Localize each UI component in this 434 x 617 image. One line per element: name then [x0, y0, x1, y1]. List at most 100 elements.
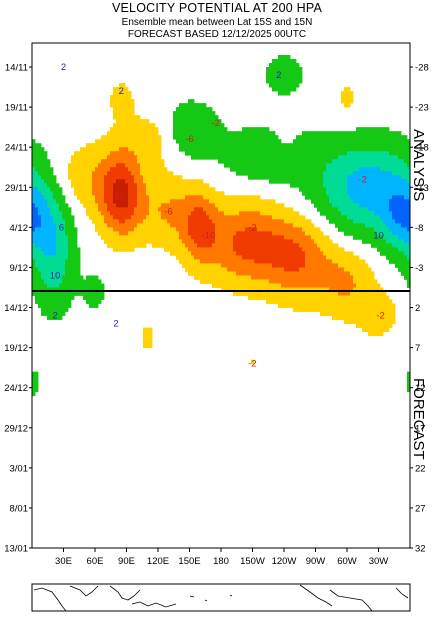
field-cell	[248, 175, 324, 180]
y-tick-label-day: 7	[415, 343, 420, 354]
field-cell	[173, 123, 225, 128]
field-cell	[56, 227, 66, 232]
field-cell	[32, 235, 57, 240]
field-cell	[407, 255, 410, 260]
field-cell	[185, 243, 198, 248]
field-cell	[266, 75, 303, 80]
field-cell	[338, 207, 369, 212]
field-cell	[32, 227, 36, 232]
field-cell	[137, 159, 165, 164]
field-cell	[179, 259, 201, 264]
field-cell	[74, 191, 93, 196]
field-cell	[242, 255, 306, 260]
field-cell	[266, 67, 303, 72]
field-cell	[62, 211, 72, 216]
field-cell	[110, 103, 135, 108]
field-cell	[92, 179, 105, 184]
field-cell	[284, 219, 312, 224]
field-cell	[56, 223, 66, 228]
field-cell	[56, 231, 66, 236]
field-cell	[107, 155, 138, 160]
field-cell	[302, 227, 321, 232]
field-cell	[338, 291, 351, 296]
field-cell	[212, 243, 234, 248]
field-cell	[281, 283, 357, 288]
field-cell	[386, 255, 408, 260]
field-cell	[32, 287, 105, 292]
field-cell	[95, 195, 105, 200]
field-cell	[131, 171, 141, 176]
field-cell	[32, 267, 39, 272]
field-cell	[134, 211, 150, 216]
field-cell	[191, 251, 237, 256]
field-cell	[32, 231, 57, 236]
field-cell	[173, 115, 219, 120]
field-cell	[128, 187, 138, 192]
field-cell	[407, 383, 410, 389]
contour-label: -10	[202, 230, 216, 241]
field-cell	[41, 191, 54, 196]
field-cell	[32, 291, 105, 296]
field-cell	[182, 239, 195, 244]
field-cell	[272, 231, 306, 236]
field-cell	[113, 87, 129, 92]
field-cell	[56, 235, 69, 240]
field-cell	[47, 183, 60, 188]
field-cell	[128, 147, 162, 152]
field-cell	[338, 155, 399, 160]
field-cell	[95, 223, 108, 228]
analysis-label: ANALYSIS	[410, 129, 427, 201]
field-cell	[191, 235, 216, 240]
field-cell	[359, 203, 390, 208]
field-cell	[32, 243, 36, 248]
field-cell	[347, 179, 408, 184]
field-cell	[143, 175, 183, 180]
y-tick-label-day: 27	[415, 503, 426, 514]
field-cell	[266, 79, 303, 84]
field-cell	[278, 55, 291, 60]
field-cell	[68, 255, 81, 260]
field-cell	[242, 127, 270, 132]
field-cell	[128, 183, 138, 188]
field-cell	[32, 203, 36, 208]
field-cell	[353, 275, 375, 280]
y-tick-label-date: 29/12	[4, 423, 28, 434]
field-cell	[110, 167, 129, 172]
field-cell	[338, 227, 375, 232]
field-cell	[299, 187, 327, 192]
forecast-base-line: FORECAST BASED 12/12/2025 00UTC	[127, 29, 307, 40]
field-cell	[164, 247, 189, 252]
field-cell	[329, 195, 351, 200]
field-cell	[116, 179, 126, 184]
field-cell	[266, 71, 303, 76]
field-cell	[317, 243, 339, 248]
x-tick-label: 90W	[306, 556, 326, 567]
field-cell	[278, 303, 396, 308]
field-cell	[188, 227, 216, 232]
field-cell	[353, 287, 384, 292]
field-cell	[68, 243, 78, 248]
field-cell	[269, 83, 300, 88]
field-cell	[143, 339, 153, 344]
field-cell	[32, 251, 45, 256]
field-cell	[59, 207, 72, 212]
field-cell	[149, 207, 159, 212]
field-cell	[74, 187, 93, 192]
field-cell	[221, 263, 273, 268]
field-cell	[134, 175, 144, 180]
field-cell	[41, 311, 66, 316]
field-cell	[98, 231, 120, 236]
field-cell	[113, 187, 129, 192]
field-cell	[134, 179, 144, 184]
field-cell	[35, 295, 75, 300]
field-cell	[116, 163, 126, 168]
field-cell	[104, 175, 135, 180]
field-cell	[107, 131, 159, 136]
field-cell	[398, 155, 410, 160]
field-cell	[137, 195, 150, 200]
field-cell	[314, 203, 333, 208]
field-cell	[38, 187, 51, 192]
field-cell	[344, 231, 378, 236]
y-tick-label-date: 19/12	[4, 343, 28, 354]
field-cell	[98, 207, 108, 212]
